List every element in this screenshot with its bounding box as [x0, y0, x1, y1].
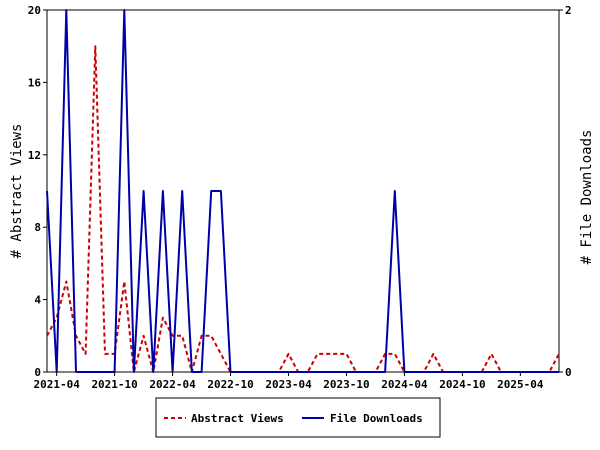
legend-label-file-downloads: File Downloads — [330, 412, 423, 425]
series-layer — [46, 9, 560, 373]
x-axis-ticks: 2021-04 2021-10 2022-04 2022-10 2023-04 2023-… — [33, 372, 544, 391]
x-tick-label: 2024-10 — [439, 378, 485, 391]
x-tick-label: 2022-04 — [149, 378, 196, 391]
series-line-file-downloads — [46, 9, 559, 373]
y-left-tick-label: 0 — [34, 366, 41, 379]
right-axis-ticks: 02 — [559, 4, 572, 379]
y-left-tick-label: 12 — [28, 149, 41, 162]
y-left-tick-label: 8 — [34, 221, 41, 234]
legend-box — [155, 397, 441, 438]
x-tick-label: 2025-04 — [497, 378, 544, 391]
x-tick-label: 2022-10 — [207, 378, 253, 391]
y-left-tick-label: 16 — [28, 76, 42, 89]
x-tick-label: 2021-10 — [91, 378, 137, 391]
x-tick-label: 2024-04 — [381, 378, 428, 391]
x-tick-label: 2021-04 — [33, 378, 80, 391]
y-left-tick-label: 4 — [34, 294, 41, 307]
x-tick-label: 2023-10 — [323, 378, 369, 391]
y-left-tick-label: 20 — [28, 4, 41, 17]
x-tick-label: 2023-04 — [265, 378, 312, 391]
y-right-tick-label: 2 — [565, 4, 572, 17]
y-right-tick-label: 0 — [565, 366, 572, 379]
left-axis-ticks: 0 4 8 12 16 20 — [28, 4, 47, 379]
legend-label-abstract-views: Abstract Views — [191, 412, 284, 425]
y-axis-right-title: # File Downloads — [579, 130, 595, 265]
legend: Abstract Views File Downloads — [155, 397, 441, 438]
y-axis-left-title: # Abstract Views — [9, 124, 25, 259]
